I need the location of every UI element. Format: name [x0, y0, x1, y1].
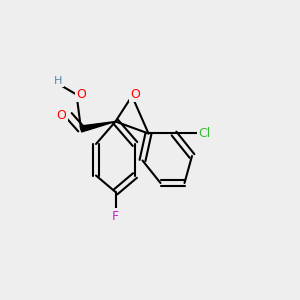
- Text: O: O: [57, 109, 66, 122]
- Text: Cl: Cl: [198, 127, 210, 140]
- Text: F: F: [112, 209, 119, 223]
- Text: H: H: [54, 76, 63, 86]
- Polygon shape: [80, 122, 116, 132]
- Text: O: O: [130, 88, 140, 101]
- Text: O: O: [76, 88, 86, 101]
